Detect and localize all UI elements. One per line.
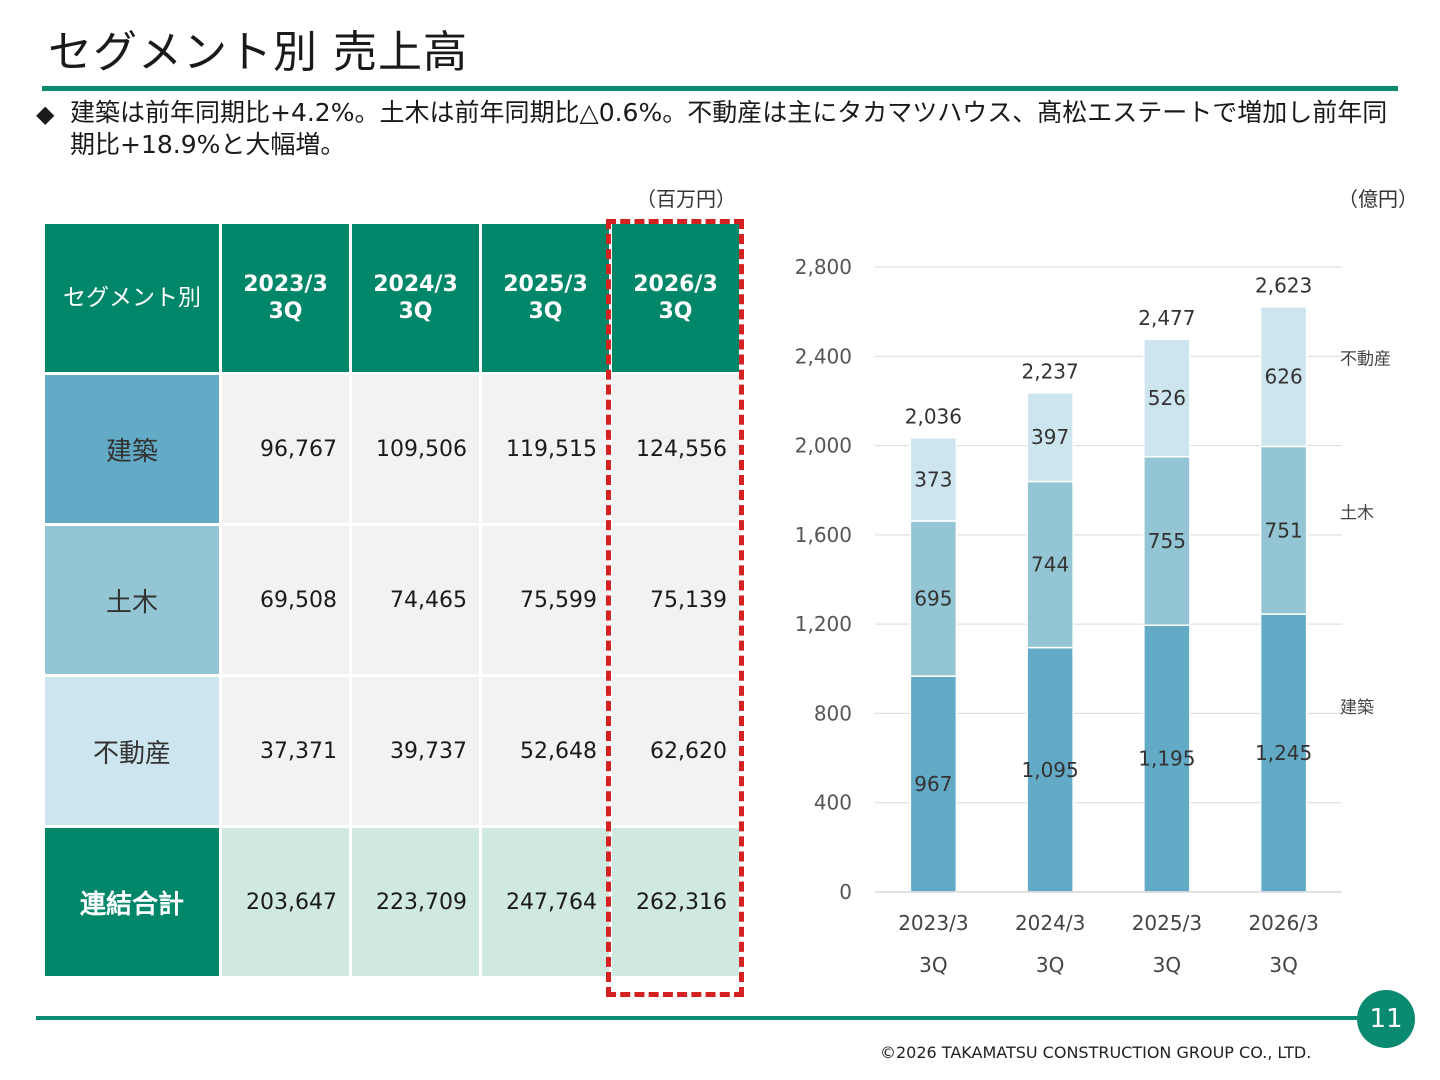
row-label: 建築	[42, 372, 222, 526]
column-header-period: 2024/3	[373, 272, 458, 297]
table-cell: 62,620	[609, 674, 742, 828]
data-label: 626	[1265, 365, 1303, 389]
highlight-dashed-box	[606, 219, 744, 997]
table-cell: 223,709	[349, 825, 482, 979]
bar-segment	[909, 675, 958, 893]
x-tick-label: 3Q	[1269, 953, 1297, 977]
bar-segment	[1143, 455, 1191, 627]
table-cell: 247,764	[479, 825, 612, 979]
x-tick-label: 3Q	[1036, 953, 1064, 977]
page-title: セグメント別 売上高	[48, 27, 468, 78]
bar-segment	[1026, 646, 1074, 893]
bar-segment	[1026, 392, 1074, 483]
table-corner-header: セグメント別	[42, 221, 222, 375]
table-cell: 39,737	[349, 674, 482, 828]
x-tick-label: 2023/3	[898, 911, 968, 935]
total-label: 2,036	[905, 405, 962, 429]
summary-text: 建築は前年同期比+4.2%。土木は前年同期比△0.6%。不動産は主にタカマツハウ…	[70, 98, 1388, 159]
column-header-quarter: 3Q	[398, 299, 433, 324]
legend-label: 建築	[1340, 698, 1374, 718]
table-cell: 109,506	[349, 372, 482, 526]
data-label: 1,195	[1138, 747, 1195, 771]
table-cell: 37,371	[219, 674, 352, 828]
data-label: 695	[914, 587, 952, 611]
data-label: 1,245	[1255, 741, 1312, 765]
column-header: 2023/3 3Q	[219, 221, 352, 375]
row-label: 不動産	[42, 674, 222, 828]
column-header-period: 2025/3	[503, 272, 588, 297]
stacked-bar-chart: 0 400 800 1,200 1,600 2,000 2,400 2,800 967 695 37…	[795, 255, 1391, 977]
x-tick-label: 3Q	[1153, 953, 1181, 977]
bullet-diamond-icon: ◆	[36, 100, 55, 128]
table-unit-label: （百万円）	[636, 187, 736, 211]
bar-segment	[1259, 305, 1308, 448]
x-tick-label: 2025/3	[1132, 911, 1202, 935]
data-label: 373	[914, 467, 952, 491]
row-label: 連結合計	[42, 825, 222, 979]
table-header-row: セグメント別 2023/3 3Q 2024/3 3Q 2025/3 3Q 2026/3…	[42, 221, 742, 375]
data-label: 967	[914, 772, 952, 796]
y-tick-label: 2,400	[795, 344, 852, 368]
y-tick-label: 400	[814, 791, 852, 815]
bar-segment	[1143, 338, 1191, 458]
table-row: 土木 69,508 74,465 75,599 75,139	[42, 523, 742, 677]
table-cell: 119,515	[479, 372, 612, 526]
table-cell: 203,647	[219, 825, 352, 979]
table-row: 不動産 37,371 39,737 52,648 62,620	[42, 674, 742, 828]
title-divider	[42, 86, 1398, 91]
y-tick-label: 800	[814, 701, 852, 725]
bar-segment	[909, 437, 958, 522]
column-header-quarter: 3Q	[528, 299, 563, 324]
data-label: 744	[1031, 553, 1069, 577]
table-cell: 74,465	[349, 523, 482, 677]
data-label: 397	[1031, 425, 1069, 449]
y-tick-label: 2,800	[795, 255, 852, 279]
total-label: 2,237	[1021, 360, 1078, 384]
table-cell: 262,316	[609, 825, 742, 979]
legend-label: 不動産	[1340, 350, 1391, 370]
column-header: 2026/3 3Q	[609, 221, 742, 375]
column-header: 2025/3 3Q	[479, 221, 612, 375]
page-number-badge: 11	[1357, 990, 1415, 1048]
data-label: 751	[1265, 518, 1303, 542]
x-tick-label: 2026/3	[1248, 911, 1318, 935]
y-tick-label: 2,000	[795, 434, 852, 458]
y-tick-label: 1,200	[795, 612, 852, 636]
data-label: 526	[1148, 386, 1186, 410]
table-cell: 52,648	[479, 674, 612, 828]
bar-segment	[909, 520, 958, 677]
x-tick-label: 2024/3	[1015, 911, 1085, 935]
table-cell: 69,508	[219, 523, 352, 677]
table-cell: 96,767	[219, 372, 352, 526]
table-cell: 75,599	[479, 523, 612, 677]
total-label: 2,477	[1138, 306, 1195, 330]
copyright-text: ©2026 TAKAMATSU CONSTRUCTION GROUP CO., …	[880, 1043, 1312, 1062]
y-tick-label: 0	[839, 880, 852, 904]
y-tick-label: 1,600	[795, 523, 852, 547]
row-label: 土木	[42, 523, 222, 677]
table-cell: 75,139	[609, 523, 742, 677]
total-label: 2,623	[1255, 274, 1312, 298]
table-row: 建築 96,767 109,506 119,515 124,556	[42, 372, 742, 526]
column-header-period: 2023/3	[243, 272, 328, 297]
bar-segment	[1259, 613, 1308, 893]
column-header-quarter: 3Q	[658, 299, 693, 324]
data-label: 1,095	[1021, 758, 1078, 782]
data-label: 755	[1148, 529, 1186, 553]
chart-unit-label: （億円）	[1338, 187, 1418, 211]
footer-divider	[36, 1016, 1376, 1020]
column-header-period: 2026/3	[633, 272, 718, 297]
column-header-quarter: 3Q	[268, 299, 303, 324]
legend-label: 土木	[1340, 503, 1374, 523]
x-tick-label: 3Q	[919, 953, 947, 977]
column-header: 2024/3 3Q	[349, 221, 482, 375]
